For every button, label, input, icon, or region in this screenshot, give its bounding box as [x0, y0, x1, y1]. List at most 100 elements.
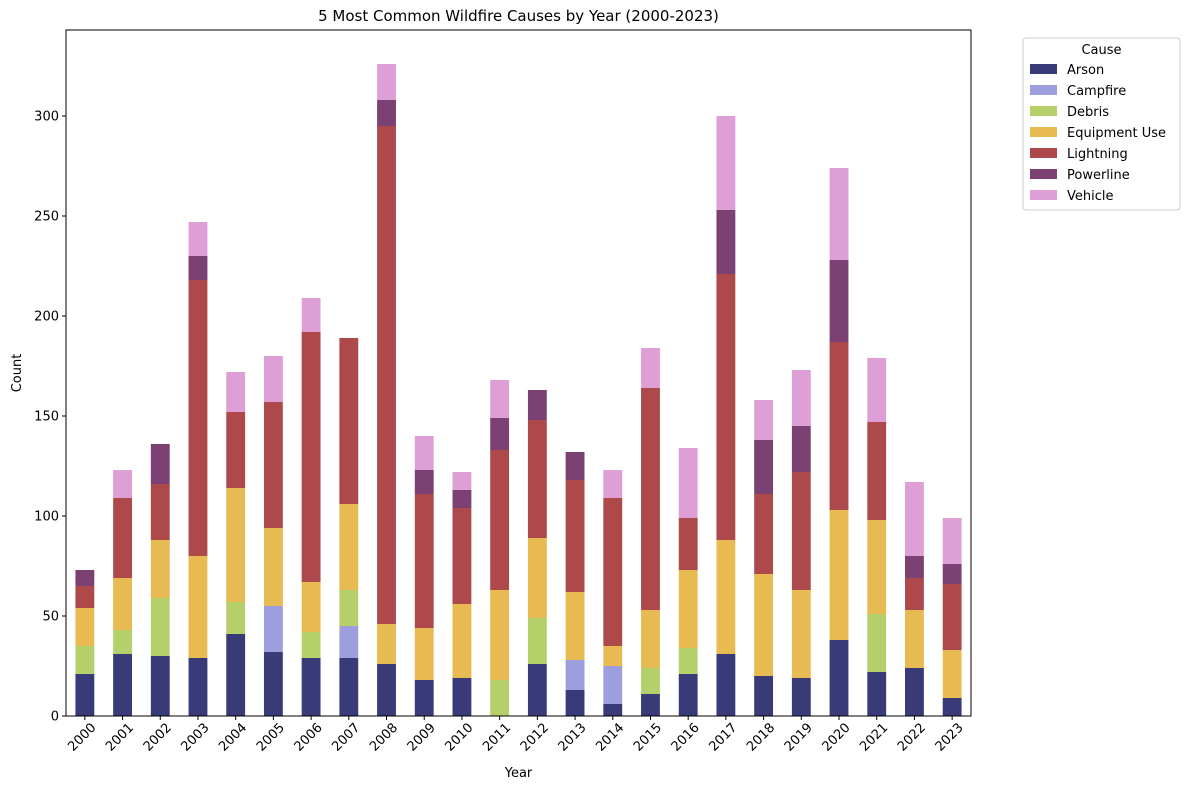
- plot-frame: [65, 29, 972, 717]
- y-tick-label: 200: [34, 310, 59, 325]
- x-tick-label: 2006: [292, 721, 326, 755]
- x-tick-label: 2001: [103, 721, 137, 755]
- legend-items: Arson Campfire Debris Equipment Use Lightnin…: [1030, 63, 1166, 204]
- bar-2013-lightning: [565, 480, 585, 592]
- legend-swatch-campfire: [1030, 85, 1057, 95]
- bar-2001-vehicle: [113, 470, 132, 498]
- bar-2005-arson: [263, 652, 283, 716]
- x-tick-label: 2009: [405, 721, 439, 755]
- legend: Cause Arson Campfire Debris Equipment Use Li…: [1022, 37, 1181, 211]
- x-tick-label: 2002: [141, 721, 175, 755]
- bar-2001-debris: [113, 630, 132, 654]
- bar-2004-equipment-use: [226, 488, 246, 602]
- bar-2007-lightning: [339, 338, 359, 504]
- bar-2022-powerline: [905, 556, 924, 578]
- legend-label-equipment-use: Equipment Use: [1067, 126, 1166, 141]
- x-tick-label: 2023: [933, 721, 967, 755]
- bar-2012-arson: [527, 664, 547, 716]
- bar-2014-lightning: [603, 498, 623, 646]
- legend-label-vehicle: Vehicle: [1067, 189, 1114, 204]
- bar-2013-equipment-use: [565, 592, 585, 660]
- x-tick-label: 2015: [631, 721, 665, 755]
- bar-2011-lightning: [490, 450, 510, 590]
- bar-2016-debris: [678, 648, 698, 674]
- bar-2021-debris: [867, 614, 887, 672]
- bar-2011-equipment-use: [490, 590, 510, 680]
- bar-2008-arson: [377, 664, 396, 716]
- legend-label-campfire: Campfire: [1067, 84, 1126, 99]
- bar-2002-debris: [150, 598, 170, 656]
- bar-2015-debris: [641, 668, 660, 694]
- bar-2010-lightning: [452, 508, 472, 604]
- y-tick-label: 300: [34, 110, 59, 125]
- x-tick-label: 2019: [782, 721, 816, 755]
- bar-2002-equipment-use: [150, 540, 170, 598]
- bar-2017-vehicle: [716, 116, 736, 210]
- bar-2007-equipment-use: [339, 504, 359, 590]
- legend-swatch-debris: [1030, 106, 1057, 116]
- x-axis-label: Year: [504, 766, 533, 781]
- bar-2015-lightning: [641, 388, 660, 610]
- x-tick-label: 2020: [820, 721, 854, 755]
- bar-2003-lightning: [188, 280, 208, 556]
- x-tick-label: 2005: [254, 721, 288, 755]
- x-tick-label: 2016: [669, 721, 703, 755]
- bar-2012-debris: [527, 618, 547, 664]
- bar-2018-powerline: [754, 440, 774, 494]
- bar-2016-arson: [678, 674, 698, 716]
- x-tick-label: 2008: [367, 721, 401, 755]
- bar-2023-vehicle: [942, 518, 962, 564]
- legend-label-powerline: Powerline: [1067, 168, 1130, 183]
- bar-2019-equipment-use: [791, 590, 811, 678]
- bar-2017-arson: [716, 654, 736, 716]
- bar-2009-lightning: [414, 494, 434, 628]
- y-tick-label: 250: [34, 210, 59, 225]
- bar-2010-powerline: [452, 490, 472, 508]
- bar-2003-equipment-use: [188, 556, 208, 658]
- bar-2013-arson: [565, 690, 585, 716]
- legend-swatch-vehicle: [1030, 190, 1057, 200]
- bar-2009-powerline: [414, 470, 434, 494]
- bar-2005-campfire: [263, 606, 283, 652]
- bar-2002-lightning: [150, 484, 170, 540]
- bar-2022-equipment-use: [905, 610, 924, 668]
- bar-2020-powerline: [829, 260, 849, 342]
- bar-2007-arson: [339, 658, 359, 716]
- bar-2021-vehicle: [867, 358, 887, 422]
- bar-2004-lightning: [226, 412, 246, 488]
- legend-label-debris: Debris: [1067, 105, 1109, 120]
- bar-2018-equipment-use: [754, 574, 774, 676]
- chart-title: 5 Most Common Wildfire Causes by Year (2…: [318, 7, 719, 25]
- bar-2002-powerline: [150, 444, 170, 484]
- bar-2020-arson: [829, 640, 849, 716]
- bar-2008-lightning: [377, 126, 396, 624]
- bar-2010-vehicle: [452, 472, 472, 490]
- bar-2001-lightning: [113, 498, 132, 578]
- bar-2016-lightning: [678, 518, 698, 570]
- bar-2018-arson: [754, 676, 774, 716]
- bar-2019-arson: [791, 678, 811, 716]
- bars-layer: [75, 64, 962, 716]
- bar-2021-arson: [867, 672, 887, 716]
- bar-2023-arson: [942, 698, 962, 716]
- bar-2011-vehicle: [490, 380, 510, 418]
- x-tick-label: 2014: [593, 721, 627, 755]
- bar-2006-equipment-use: [301, 582, 321, 632]
- bar-2000-equipment-use: [75, 608, 95, 646]
- bar-2009-equipment-use: [414, 628, 434, 680]
- bar-2016-vehicle: [678, 448, 698, 518]
- bar-2021-equipment-use: [867, 520, 887, 614]
- bar-2018-vehicle: [754, 400, 774, 440]
- bar-2000-powerline: [75, 570, 95, 586]
- bar-2009-arson: [414, 680, 434, 716]
- bar-2001-equipment-use: [113, 578, 132, 630]
- bar-2002-arson: [150, 656, 170, 716]
- bar-2023-equipment-use: [942, 650, 962, 698]
- bar-2022-vehicle: [905, 482, 924, 556]
- x-tick-label: 2000: [65, 721, 99, 755]
- bar-2008-powerline: [377, 100, 396, 126]
- x-tick-label: 2012: [518, 721, 552, 755]
- bar-2017-powerline: [716, 210, 736, 274]
